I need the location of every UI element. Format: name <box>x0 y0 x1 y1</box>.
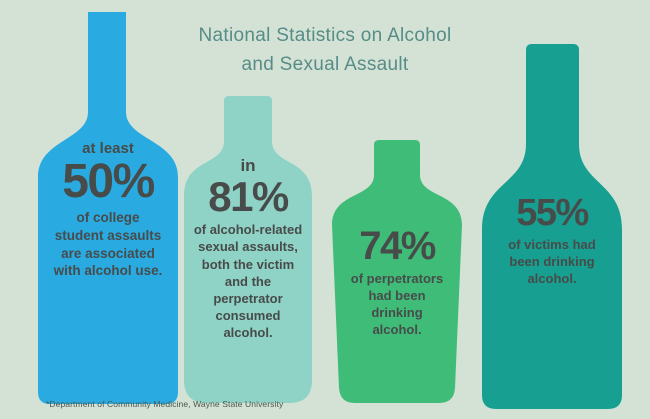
stat-description: of alcohol-related sexual assaults, both… <box>193 222 303 341</box>
title-line-1: National Statistics on Alcohol <box>198 25 452 46</box>
stat-bottle-55: 55% of victims had been drinking alcohol… <box>482 44 622 409</box>
title-line-2: and Sexual Assault <box>241 53 409 75</box>
flask-bottle-icon <box>184 96 312 403</box>
tall-neck-bottle-icon <box>482 44 622 409</box>
stat-block: 55% of victims had been drinking alcohol… <box>482 194 622 287</box>
stat-bottle-81: in 81% of alcohol-related sexual assault… <box>184 96 312 403</box>
stat-prefix: in <box>240 156 256 175</box>
stat-value: 50% <box>62 155 155 208</box>
stat-value: 74% <box>359 224 436 268</box>
stat-description: of victims had been drinking alcohol. <box>508 236 596 287</box>
stat-bottle-50: at least 50% of college student assaults… <box>38 12 178 404</box>
page-title: National Statistics on Alcohol and Sexua… <box>0 22 650 79</box>
stat-block: in 81% of alcohol-related sexual assault… <box>184 156 312 341</box>
stat-value: 55% <box>516 192 589 234</box>
squat-bottle-icon <box>332 140 462 403</box>
stat-block: at least 50% of college student assaults… <box>38 140 178 280</box>
stat-description: of college student assaults are associat… <box>53 209 163 279</box>
wine-bottle-icon <box>38 12 178 404</box>
stat-prefix: at least <box>82 140 134 157</box>
source-footnote: *Department of Community Medicine, Wayne… <box>46 399 284 409</box>
stat-description: of perpetrators had been drinking alcoho… <box>350 270 444 338</box>
stat-bottle-74: 74% of perpetrators had been drinking al… <box>332 140 462 403</box>
stat-value: 81% <box>208 173 289 221</box>
stat-block: 74% of perpetrators had been drinking al… <box>332 226 462 338</box>
